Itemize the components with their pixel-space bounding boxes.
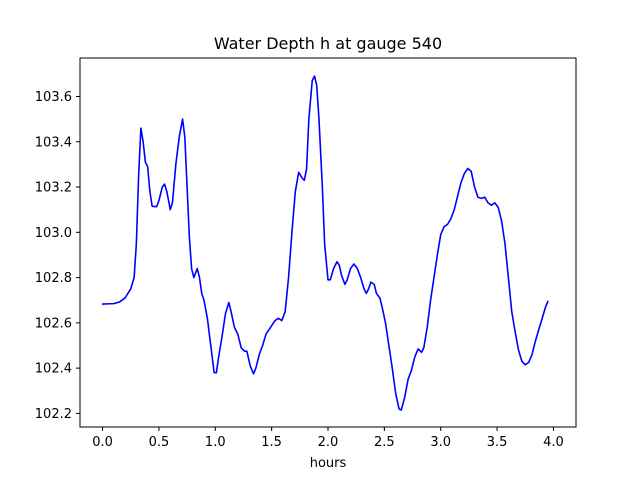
x-tick-label: 3.5	[487, 435, 508, 450]
y-tick-label: 103.2	[35, 181, 72, 196]
x-tick-label: 2.0	[318, 435, 339, 450]
y-tick-label: 103.6	[35, 90, 72, 105]
series-line-0	[101, 75, 549, 411]
chart-title: Water Depth h at gauge 540	[214, 34, 442, 53]
plot-area: 0.0 0.5 1.0 1.5 2.0 2.5 3.0 3.5 4.0 102.2 102.4 102…	[35, 57, 577, 450]
x-tick-label: 2.5	[374, 435, 395, 450]
y-tick-label: 103.4	[35, 135, 72, 150]
x-tick-label: 1.5	[261, 435, 282, 450]
x-tick-label: 0.0	[92, 435, 113, 450]
y-tick-label: 102.2	[35, 407, 72, 422]
y-tick-label: 102.8	[35, 271, 72, 286]
x-tick-label: 3.0	[430, 435, 451, 450]
x-axis-label: hours	[310, 456, 347, 471]
x-tick-label: 0.5	[149, 435, 170, 450]
y-tick-label: 103.0	[35, 226, 72, 241]
x-tick-label: 4.0	[543, 435, 564, 450]
x-tick-label: 1.0	[205, 435, 226, 450]
y-tick-label: 102.4	[35, 362, 72, 377]
y-tick-label: 102.6	[35, 316, 72, 331]
